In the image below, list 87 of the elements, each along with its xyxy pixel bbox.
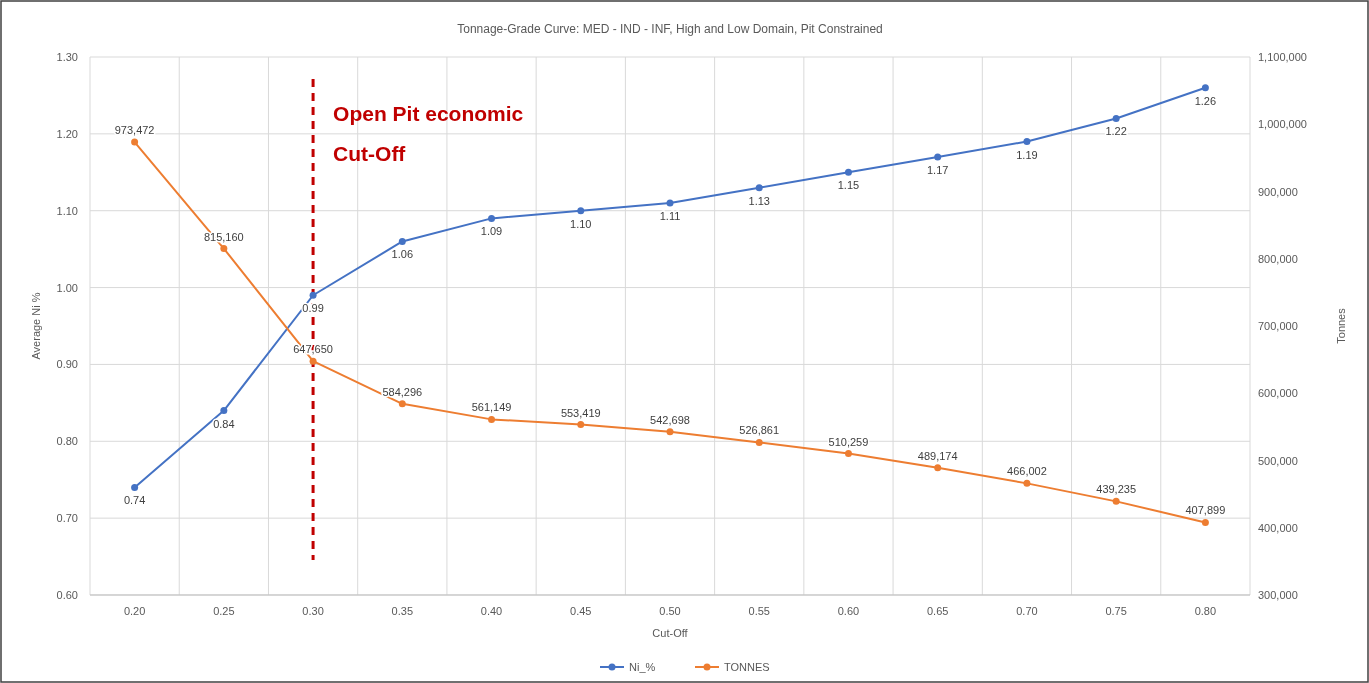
y2-tick-label: 600,000 xyxy=(1258,387,1298,400)
legend-label: TONNES xyxy=(724,661,770,673)
data-label: 1.10 xyxy=(570,217,592,230)
point xyxy=(934,153,942,161)
data-label: 542,698 xyxy=(650,413,690,426)
point xyxy=(488,415,496,423)
y2-tick-label: 1,000,000 xyxy=(1258,118,1307,131)
x-tick-label: 0.75 xyxy=(1105,605,1127,617)
x-tick-label: 0.60 xyxy=(837,605,860,617)
y-tick-label: 1.30 xyxy=(56,51,78,63)
y-tick-label: 1.10 xyxy=(56,204,78,217)
data-label: 1.11 xyxy=(659,210,681,223)
x-tick-label: 0.35 xyxy=(391,605,414,617)
point xyxy=(220,245,228,253)
y-tick-label: 0.70 xyxy=(56,512,78,525)
data-label: 0.74 xyxy=(123,494,146,507)
x-tick-label: 0.30 xyxy=(302,605,324,617)
x-tick-label: 0.50 xyxy=(659,605,681,617)
y2-tick-label: 700,000 xyxy=(1258,320,1298,332)
data-label: 466,002 xyxy=(1007,465,1047,478)
x-tick-label: 0.20 xyxy=(123,605,146,617)
data-label: 1.09 xyxy=(480,225,503,238)
point xyxy=(1201,518,1209,526)
data-label: 526,861 xyxy=(739,424,780,437)
data-label: 1.15 xyxy=(837,179,860,192)
y-tick-label: 0.90 xyxy=(56,358,78,371)
x-tick-label: 0.45 xyxy=(570,605,592,617)
data-label: 407,899 xyxy=(1185,504,1226,517)
x-tick-label: 0.70 xyxy=(1016,605,1038,617)
x-tick-label: 0.65 xyxy=(926,605,949,617)
data-label: 489,174 xyxy=(917,449,958,462)
point xyxy=(844,450,852,458)
data-label: 1.19 xyxy=(1016,148,1038,161)
data-label: 561,149 xyxy=(471,401,512,414)
x-axis-title: Cut-Off xyxy=(652,627,689,639)
y2-tick-label: 900,000 xyxy=(1258,185,1298,198)
data-label: 510,259 xyxy=(828,435,869,448)
point xyxy=(577,207,585,215)
data-label: 1.22 xyxy=(1105,125,1127,138)
data-label: 0.99 xyxy=(302,302,324,315)
point xyxy=(131,483,139,491)
data-label: 1.26 xyxy=(1194,94,1217,107)
data-label: 584,296 xyxy=(382,385,423,398)
point xyxy=(220,407,228,415)
x-tick-label: 0.40 xyxy=(480,605,503,617)
y-tick-label: 0.80 xyxy=(56,435,78,448)
point xyxy=(1112,497,1120,505)
data-label: 1.06 xyxy=(391,248,414,261)
y2-tick-label: 500,000 xyxy=(1258,454,1298,467)
point xyxy=(309,357,317,365)
chart-title: Tonnage-Grade Curve: MED - IND - INF, High and Low Domain, Pit Constrained xyxy=(457,22,883,36)
data-label: 1.17 xyxy=(926,163,949,176)
point xyxy=(755,184,763,192)
point xyxy=(934,464,942,472)
y-tick-label: 1.00 xyxy=(56,281,78,294)
x-tick-label: 0.80 xyxy=(1194,605,1217,617)
x-tick-label: 0.55 xyxy=(748,605,770,617)
point xyxy=(131,138,139,146)
data-label: 553,419 xyxy=(560,406,601,419)
point xyxy=(1023,138,1031,146)
y2-tick-label: 1,100,000 xyxy=(1258,51,1307,63)
point xyxy=(577,421,585,429)
y2-axis-title: Tonnes xyxy=(1335,307,1347,344)
point xyxy=(398,400,406,408)
point xyxy=(666,199,674,207)
y2-tick-label: 400,000 xyxy=(1258,521,1298,534)
point xyxy=(1201,84,1209,92)
legend-label: Ni_% xyxy=(629,661,656,673)
y-tick-label: 0.60 xyxy=(56,589,78,601)
ref-line-label: Open Pit economic Cut-Off xyxy=(333,102,524,165)
data-label: 1.13 xyxy=(748,194,770,207)
point xyxy=(666,428,674,436)
point xyxy=(488,214,496,222)
y2-tick-label: 800,000 xyxy=(1258,252,1298,265)
point xyxy=(755,438,763,446)
y-tick-label: 1.20 xyxy=(56,127,78,140)
point xyxy=(1112,114,1120,122)
data-label: 439,235 xyxy=(1096,483,1137,496)
x-tick-label: 0.25 xyxy=(213,605,235,617)
point xyxy=(309,291,317,299)
y2-tick-label: 300,000 xyxy=(1258,589,1298,601)
data-label: 0.84 xyxy=(213,417,235,430)
point xyxy=(1023,479,1031,487)
point xyxy=(398,237,406,245)
y-axis-title: Average Ni % xyxy=(30,292,42,360)
data-label: 973,472 xyxy=(114,124,155,137)
point xyxy=(844,168,852,176)
